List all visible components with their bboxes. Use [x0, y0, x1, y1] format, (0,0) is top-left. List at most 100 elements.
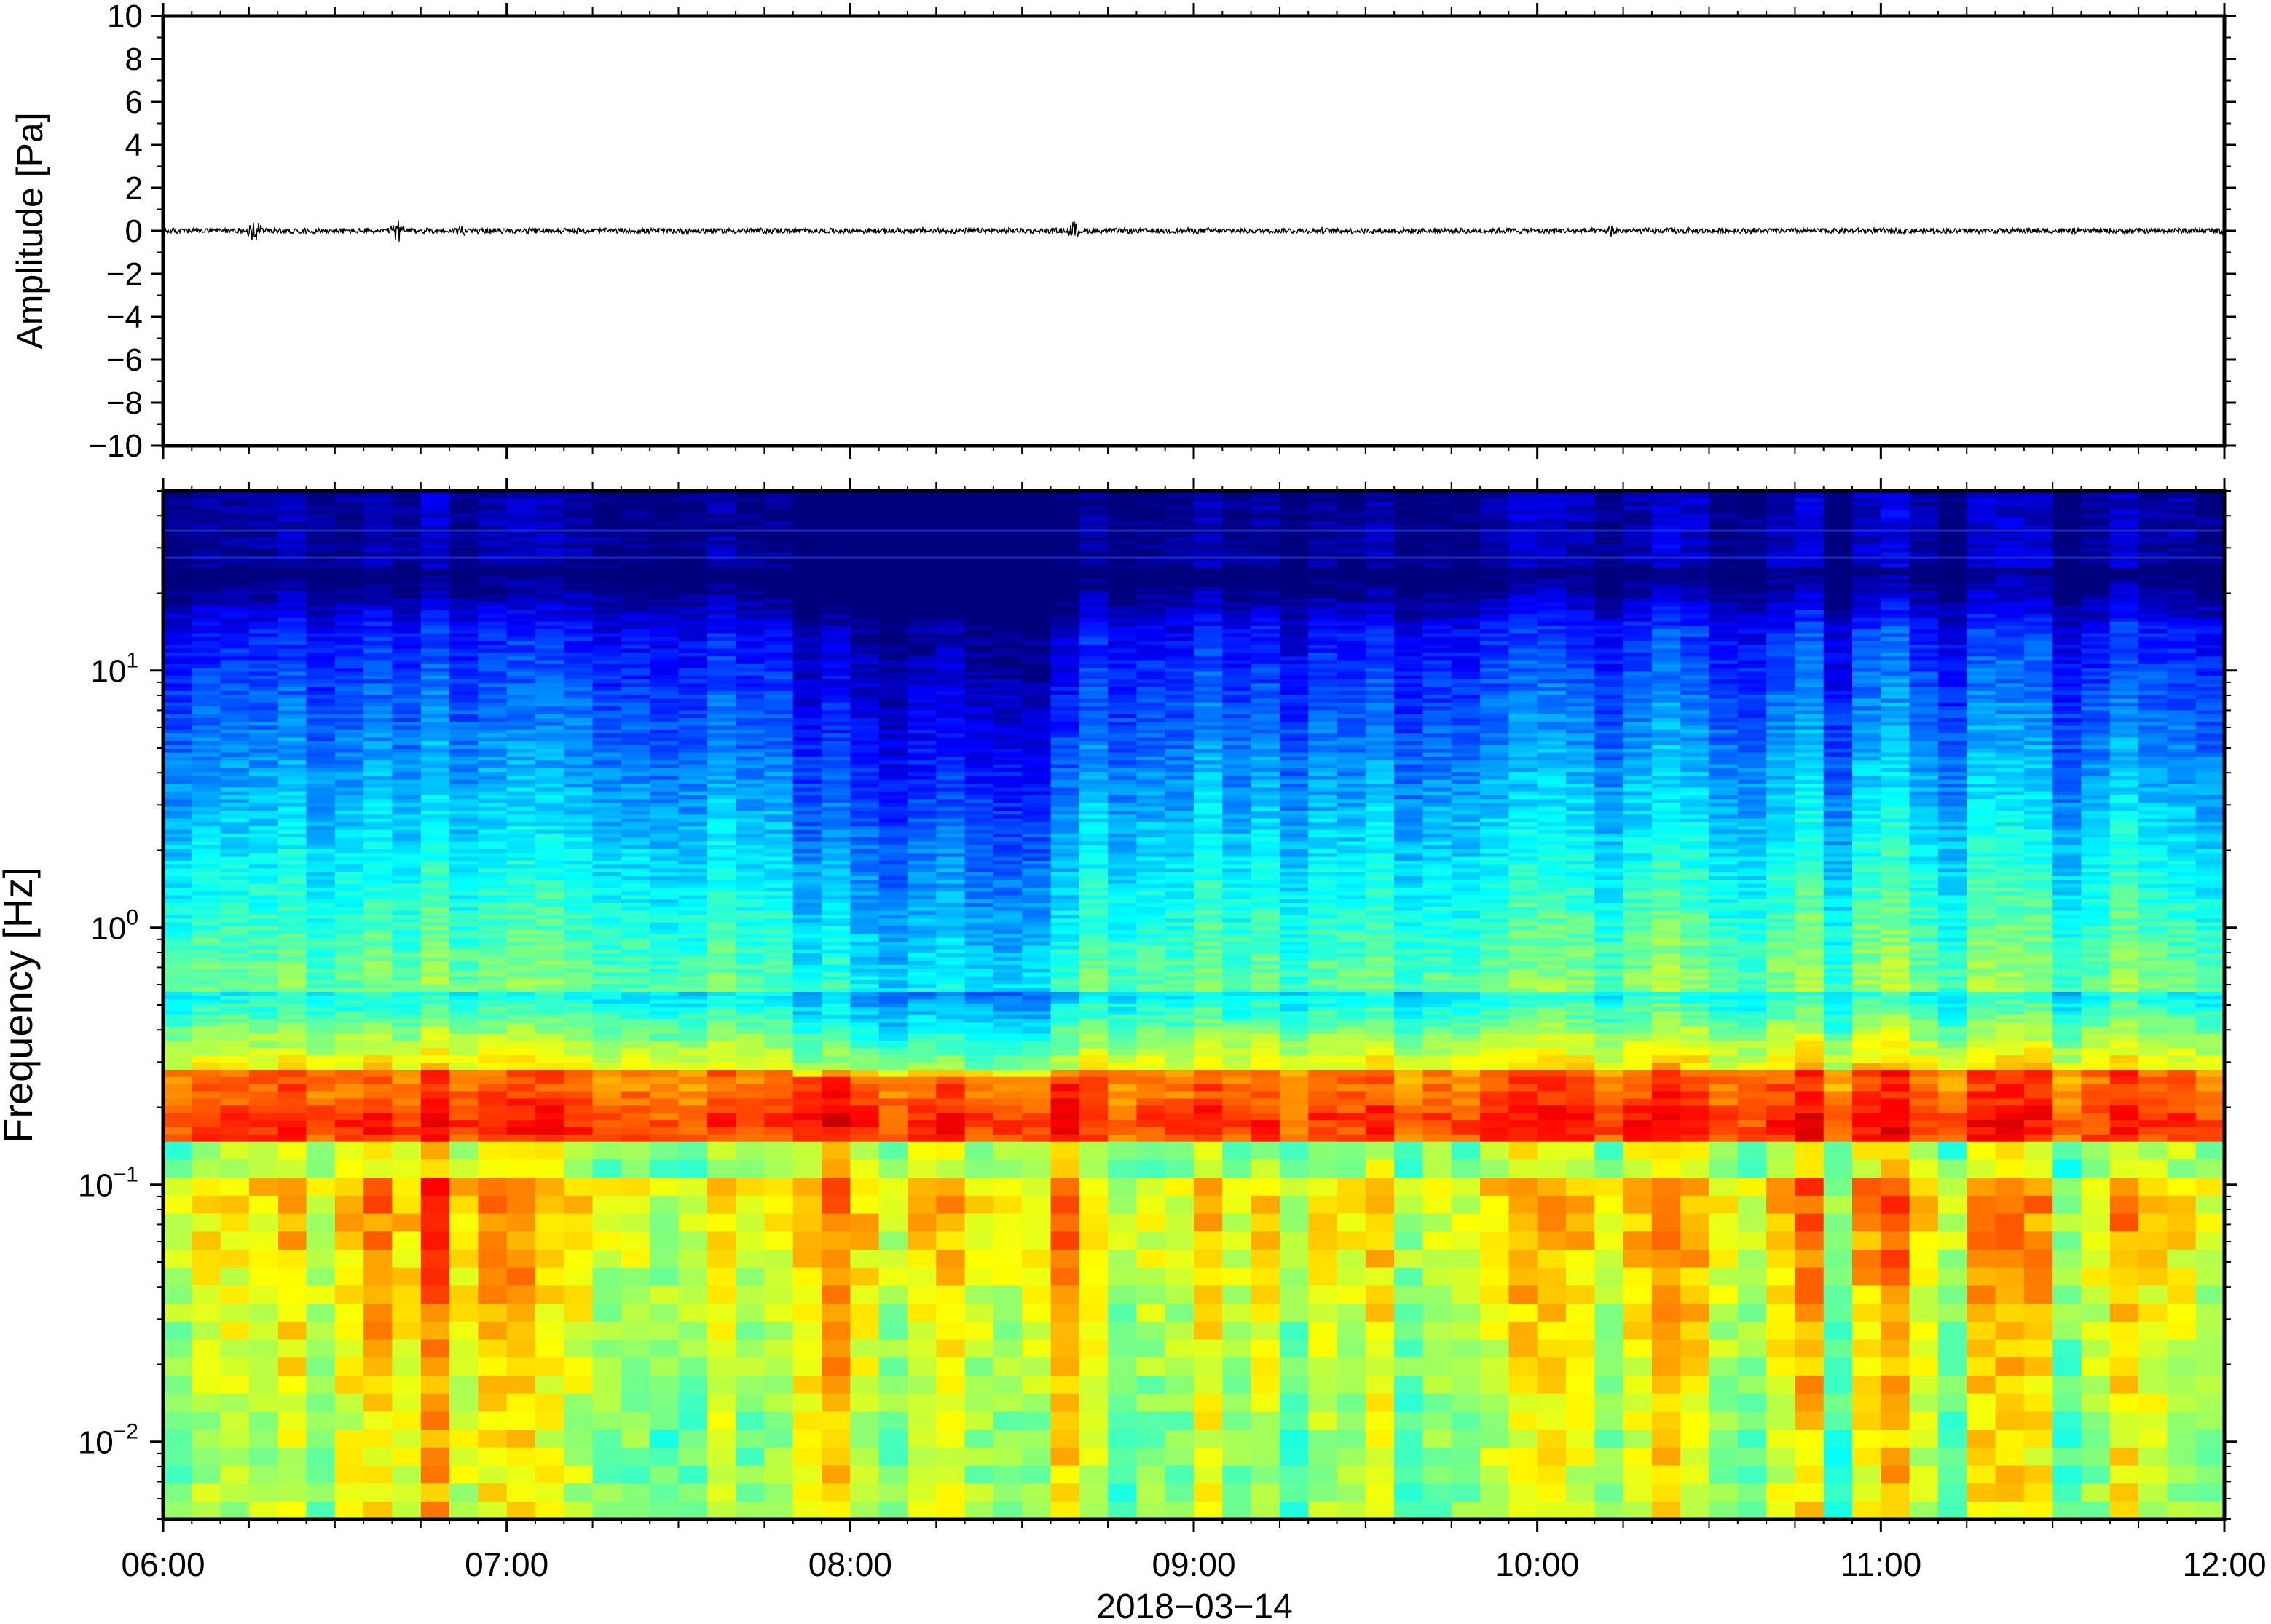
spectrogram-cell	[592, 1321, 622, 1340]
spectrogram-cell	[850, 1249, 880, 1268]
spectrogram-cell	[1537, 956, 1567, 961]
spectrogram-cell	[1566, 945, 1595, 950]
spectrogram-cell	[736, 1267, 765, 1286]
spectrogram-cell	[1422, 945, 1452, 950]
spectrogram-cell	[1909, 1159, 1939, 1178]
spectrogram-cell	[936, 979, 966, 985]
spectrogram-cell	[1251, 1047, 1280, 1056]
spectrogram-cell	[1967, 1303, 1996, 1322]
spectrogram-cell	[1795, 1141, 1825, 1160]
spectrogram-cell	[278, 998, 307, 1004]
spectrogram-cell	[1394, 1501, 1423, 1519]
spectrogram-cell	[278, 1105, 307, 1113]
spectrogram-cell	[564, 971, 594, 977]
spectrogram-cell	[1766, 1040, 1795, 1049]
spectrogram-cell	[1537, 983, 1567, 988]
spectrogram-cell	[420, 995, 450, 1000]
spectrogram-cell	[1508, 1097, 1538, 1106]
spectrogram-cell	[1594, 1501, 1624, 1519]
spectrogram-cell	[736, 1177, 765, 1196]
spectrogram-cell	[792, 1141, 822, 1160]
spectrogram-cell	[449, 1119, 479, 1127]
spectrogram-cell	[1823, 1022, 1853, 1027]
spectrogram-cell	[764, 918, 794, 923]
spectrogram-cell	[1566, 914, 1595, 919]
spectrogram-cell	[907, 1040, 937, 1049]
spectrogram-cell	[2023, 1097, 2053, 1106]
spectrogram-cell	[2195, 929, 2224, 934]
spectrogram-cell	[392, 1105, 422, 1113]
spectrogram-cell	[1967, 995, 1996, 1000]
spectrogram-cell	[420, 1040, 450, 1049]
spectrogram-cell	[621, 1014, 650, 1019]
waveform-line	[163, 220, 2224, 242]
spectrogram-cell	[678, 1097, 708, 1106]
spectrogram-cell	[907, 1267, 937, 1286]
spectrogram-cell	[2138, 1097, 2168, 1106]
spectrogram-cell	[2052, 1134, 2082, 1142]
spectrogram-cell	[449, 1429, 479, 1448]
spectrogram-cell	[535, 1006, 564, 1012]
spectrogram-cell	[334, 1465, 364, 1484]
spectrogram-cell	[907, 1025, 937, 1034]
spectrogram-cell	[1709, 1033, 1739, 1041]
spectrogram-cell	[792, 991, 822, 996]
spectrogram-cell	[1909, 1267, 1939, 1286]
spectrogram-cell	[2167, 1033, 2197, 1041]
spectrogram-cell	[678, 937, 708, 942]
spectrogram-cell	[192, 995, 221, 1000]
spectrogram-cell	[2023, 1003, 2053, 1008]
spectrogram-cell	[1651, 1231, 1681, 1250]
spectrogram-cell	[392, 914, 422, 919]
spectrogram-cell	[449, 1084, 479, 1092]
spectrogram-cell	[822, 1134, 851, 1142]
spectrogram-cell	[707, 941, 736, 946]
spectrogram-cell	[1337, 949, 1366, 953]
spectrogram-cell	[650, 991, 680, 996]
spectrogram-cell	[478, 1006, 508, 1012]
spectrogram-cell	[1165, 1285, 1194, 1304]
spectrogram-cell	[1795, 1097, 1825, 1106]
spectrogram-cell	[1337, 1084, 1366, 1092]
spectrogram-cell	[2023, 1055, 2053, 1063]
spectrogram-cell	[1967, 960, 1996, 965]
spectrogram-cell	[650, 1429, 680, 1448]
spectrogram-cell	[1251, 956, 1280, 961]
spectrogram-cell	[1508, 914, 1538, 919]
spectrogram-cell	[220, 1141, 250, 1160]
spectrogram-cell	[278, 1465, 307, 1484]
spectrogram-cell	[1079, 968, 1109, 973]
spectrogram-cell	[1537, 937, 1567, 942]
spectrogram-cell	[1823, 960, 1853, 965]
spectrogram-cell	[248, 949, 278, 953]
spectrogram-cell	[907, 1033, 937, 1041]
spectrogram-cell	[1537, 1084, 1567, 1092]
spectrogram-cell	[1365, 1119, 1395, 1127]
spectrogram-cell	[678, 929, 708, 934]
spectrogram-cell	[1537, 929, 1567, 934]
spectrogram-cell	[278, 1231, 307, 1250]
spectrogram-cell	[2195, 1375, 2224, 1394]
spectrogram-cell	[1852, 1465, 1881, 1484]
spectrogram-cell	[1623, 1141, 1653, 1160]
spectrogram-cell	[1709, 1047, 1739, 1056]
spectrogram-cell	[1108, 1141, 1137, 1160]
spectrogram-cell	[1394, 1213, 1423, 1232]
spectrogram-cell	[1909, 1483, 1939, 1502]
spectrogram-cell	[1422, 933, 1452, 938]
spectrogram-cell	[334, 1375, 364, 1394]
spectrogram-cell	[1766, 1303, 1795, 1322]
spectrogram-cell	[1823, 933, 1853, 938]
spectrogram-cell	[1079, 1047, 1109, 1056]
spectrogram-cell	[1251, 995, 1280, 1000]
spectrogram-cell	[1165, 1033, 1194, 1041]
spectrogram-cell	[2138, 1014, 2168, 1019]
spectrogram-cell	[878, 1040, 908, 1049]
spectrogram-cell	[192, 1014, 221, 1019]
spectrogram-cell	[1737, 941, 1767, 946]
spectrogram-cell	[1365, 979, 1395, 985]
spectrogram-cell	[2195, 979, 2224, 985]
spectrogram-cell	[678, 1022, 708, 1027]
spectrogram-cell	[1251, 976, 1280, 980]
spectrogram-cell	[1651, 988, 1681, 992]
